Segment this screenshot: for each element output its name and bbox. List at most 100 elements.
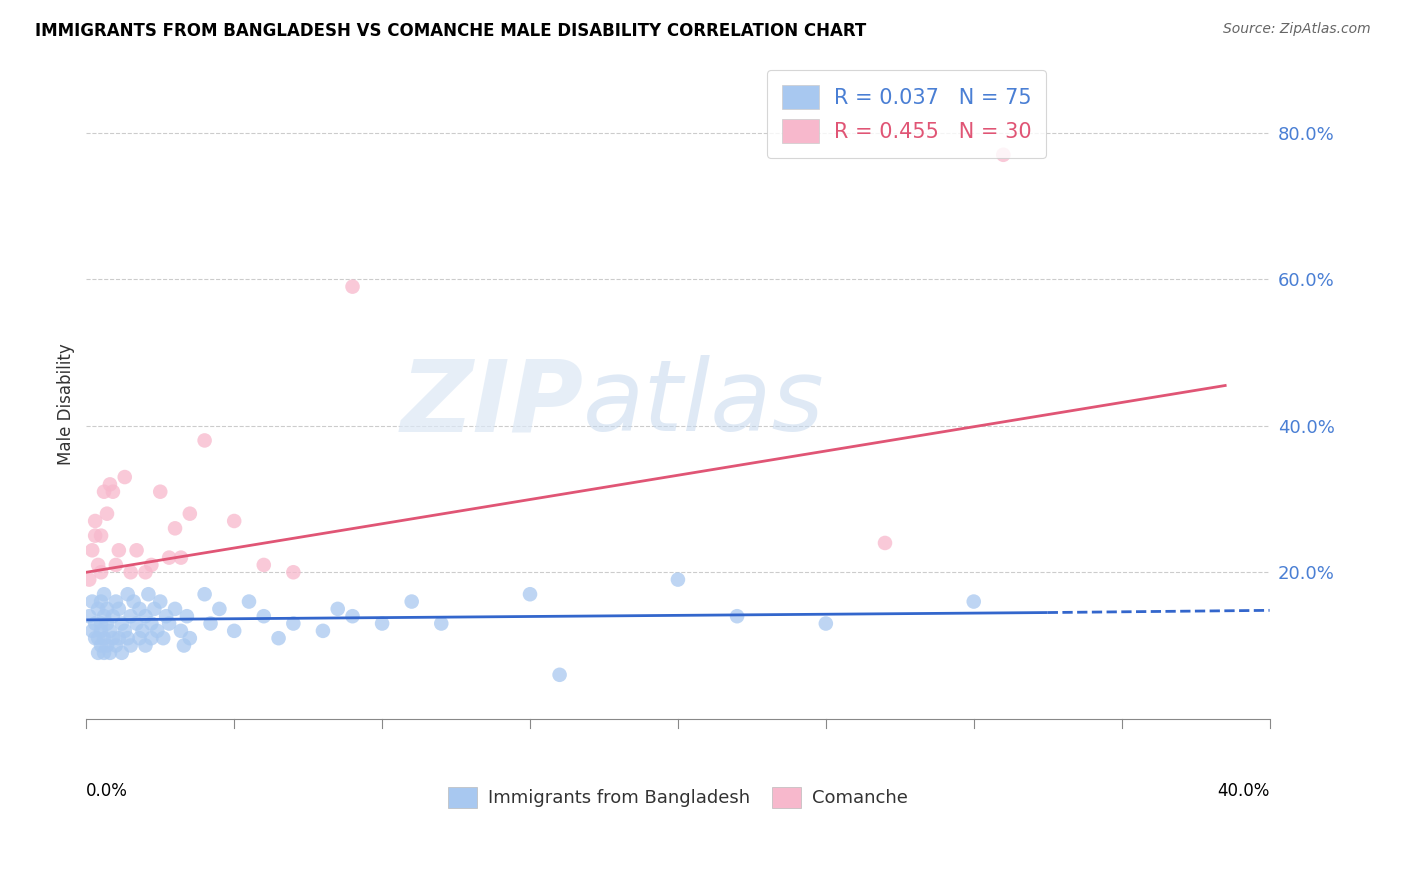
Point	[101, 484, 124, 499]
Point	[149, 594, 172, 608]
Point	[138, 587, 160, 601]
Point	[371, 616, 394, 631]
Point	[238, 594, 260, 608]
Point	[84, 528, 107, 542]
Y-axis label: Male Disability: Male Disability	[58, 343, 75, 465]
Point	[87, 602, 110, 616]
Point	[267, 631, 290, 645]
Point	[128, 631, 150, 645]
Point	[108, 602, 131, 616]
Point	[155, 609, 177, 624]
Point	[104, 594, 127, 608]
Point	[143, 602, 166, 616]
Point	[82, 594, 104, 608]
Point	[122, 594, 145, 608]
Point	[93, 646, 115, 660]
Point	[179, 507, 201, 521]
Point	[98, 624, 121, 638]
Point	[104, 639, 127, 653]
Point	[77, 573, 100, 587]
Point	[90, 624, 112, 638]
Point	[179, 631, 201, 645]
Point	[93, 609, 115, 624]
Point	[283, 616, 305, 631]
Point	[993, 148, 1015, 162]
Point	[90, 566, 112, 580]
Point	[108, 631, 131, 645]
Point	[93, 587, 115, 601]
Point	[117, 587, 139, 601]
Legend: Immigrants from Bangladesh, Comanche: Immigrants from Bangladesh, Comanche	[441, 780, 915, 814]
Point	[96, 639, 118, 653]
Point	[342, 279, 364, 293]
Point	[519, 587, 541, 601]
Point	[430, 616, 453, 631]
Point	[84, 514, 107, 528]
Point	[312, 624, 335, 638]
Point	[87, 631, 110, 645]
Point	[401, 594, 423, 608]
Point	[117, 631, 139, 645]
Point	[77, 609, 100, 624]
Text: ZIP: ZIP	[401, 355, 583, 452]
Point	[194, 434, 217, 448]
Text: IMMIGRANTS FROM BANGLADESH VS COMANCHE MALE DISABILITY CORRELATION CHART: IMMIGRANTS FROM BANGLADESH VS COMANCHE M…	[35, 22, 866, 40]
Point	[90, 594, 112, 608]
Point	[84, 631, 107, 645]
Point	[93, 631, 115, 645]
Point	[194, 587, 217, 601]
Point	[666, 573, 689, 587]
Point	[224, 514, 246, 528]
Point	[98, 477, 121, 491]
Point	[128, 602, 150, 616]
Point	[96, 616, 118, 631]
Point	[90, 616, 112, 631]
Point	[163, 521, 186, 535]
Point	[170, 624, 193, 638]
Point	[224, 624, 246, 638]
Point	[82, 624, 104, 638]
Point	[114, 624, 136, 638]
Point	[120, 566, 142, 580]
Point	[149, 484, 172, 499]
Point	[146, 624, 169, 638]
Text: 40.0%: 40.0%	[1218, 782, 1270, 800]
Point	[96, 507, 118, 521]
Text: atlas: atlas	[583, 355, 825, 452]
Point	[163, 602, 186, 616]
Point	[93, 484, 115, 499]
Point	[157, 616, 180, 631]
Point	[111, 616, 134, 631]
Point	[963, 594, 986, 608]
Point	[157, 550, 180, 565]
Point	[114, 470, 136, 484]
Point	[87, 646, 110, 660]
Point	[873, 536, 896, 550]
Point	[814, 616, 837, 631]
Text: Source: ZipAtlas.com: Source: ZipAtlas.com	[1223, 22, 1371, 37]
Point	[141, 616, 163, 631]
Point	[120, 609, 142, 624]
Point	[141, 558, 163, 572]
Point	[134, 609, 156, 624]
Point	[134, 639, 156, 653]
Point	[152, 631, 174, 645]
Point	[96, 602, 118, 616]
Text: 0.0%: 0.0%	[86, 782, 128, 800]
Point	[101, 631, 124, 645]
Point	[253, 609, 276, 624]
Point	[87, 558, 110, 572]
Point	[326, 602, 349, 616]
Point	[134, 566, 156, 580]
Point	[173, 639, 195, 653]
Point	[101, 609, 124, 624]
Point	[200, 616, 222, 631]
Point	[342, 609, 364, 624]
Point	[108, 543, 131, 558]
Point	[283, 566, 305, 580]
Point	[548, 667, 571, 681]
Point	[98, 646, 121, 660]
Point	[253, 558, 276, 572]
Point	[208, 602, 231, 616]
Point	[111, 646, 134, 660]
